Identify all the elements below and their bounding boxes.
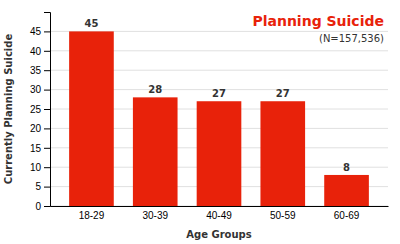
- y-tick: 25: [30, 104, 50, 115]
- y-tick-label: 45: [30, 26, 42, 37]
- y-tick-label: 30: [30, 84, 42, 95]
- y-tick-mark: [44, 70, 50, 71]
- y-tick-label: 35: [30, 65, 42, 76]
- y-tick: 45: [30, 26, 50, 37]
- y-tick-mark: [44, 206, 50, 207]
- x-axis-title: Age Groups: [186, 229, 251, 240]
- y-tick: 35: [30, 65, 50, 76]
- x-tick: 60-69: [334, 210, 360, 221]
- y-tick-label: 10: [30, 162, 42, 173]
- y-tick-mark: [44, 148, 50, 149]
- x-axis-line: [51, 206, 389, 207]
- plot: 0 5 10 15 20 25 30 35 40 45 18-29 30-39 40-49 50-59 60…: [30, 13, 389, 222]
- y-tick-label: 20: [30, 123, 42, 134]
- y-tick: 0: [35, 201, 50, 212]
- x-tick: 50-59: [270, 210, 296, 221]
- data-label: 8: [343, 162, 350, 173]
- bar: [260, 101, 305, 206]
- x-tick-label: 50-59: [270, 210, 296, 221]
- y-tick-label: 5: [35, 181, 41, 192]
- x-tick: 18-29: [79, 210, 105, 221]
- data-label: 28: [148, 84, 162, 95]
- y-axis-title: Currently Planning Suicide: [3, 34, 14, 185]
- y-axis-line: [44, 13, 51, 207]
- data-label: 27: [276, 88, 290, 99]
- y-tick-label: 15: [30, 143, 42, 154]
- bars: [69, 31, 369, 206]
- x-tick-label: 60-69: [334, 210, 360, 221]
- data-label: 45: [84, 18, 98, 29]
- x-axis: 18-29 30-39 40-49 50-59 60-69: [51, 207, 389, 222]
- y-tick-mark: [44, 51, 50, 52]
- y-tick: 20: [30, 123, 50, 134]
- y-tick-mark: [44, 31, 50, 32]
- y-tick: 5: [35, 181, 50, 192]
- y-tick: 10: [30, 162, 50, 173]
- y-tick: 40: [30, 46, 50, 57]
- y-tick-label: 0: [35, 201, 41, 212]
- y-tick-label: 25: [30, 104, 42, 115]
- y-tick: 30: [30, 84, 50, 95]
- x-tick: 40-49: [206, 210, 232, 221]
- x-tick-label: 30-39: [142, 210, 168, 221]
- x-tick-label: 18-29: [79, 210, 105, 221]
- x-tick: 30-39: [142, 210, 168, 221]
- bar: [197, 101, 242, 206]
- y-tick-mark: [44, 90, 50, 91]
- subtitle: (N=157,536): [319, 33, 384, 44]
- title: Planning Suicide: [252, 13, 384, 29]
- grid: [50, 31, 388, 206]
- bar: [69, 31, 114, 206]
- bar: [324, 175, 369, 206]
- data-labels: 45 28 27 27 8: [84, 18, 350, 173]
- bar: [133, 97, 178, 206]
- y-tick-mark: [44, 167, 50, 168]
- y-tick: 15: [30, 143, 50, 154]
- y-tick-mark: [44, 128, 50, 129]
- x-tick-label: 40-49: [206, 210, 232, 221]
- chart: 0 5 10 15 20 25 30 35 40 45 18-29 30-39 40-49 50-59 60…: [0, 0, 400, 244]
- y-axis: 0 5 10 15 20 25 30 35 40 45: [30, 13, 51, 212]
- data-label: 27: [212, 88, 226, 99]
- y-tick-mark: [44, 187, 50, 188]
- y-tick-mark: [44, 109, 50, 110]
- y-tick-label: 40: [30, 46, 42, 57]
